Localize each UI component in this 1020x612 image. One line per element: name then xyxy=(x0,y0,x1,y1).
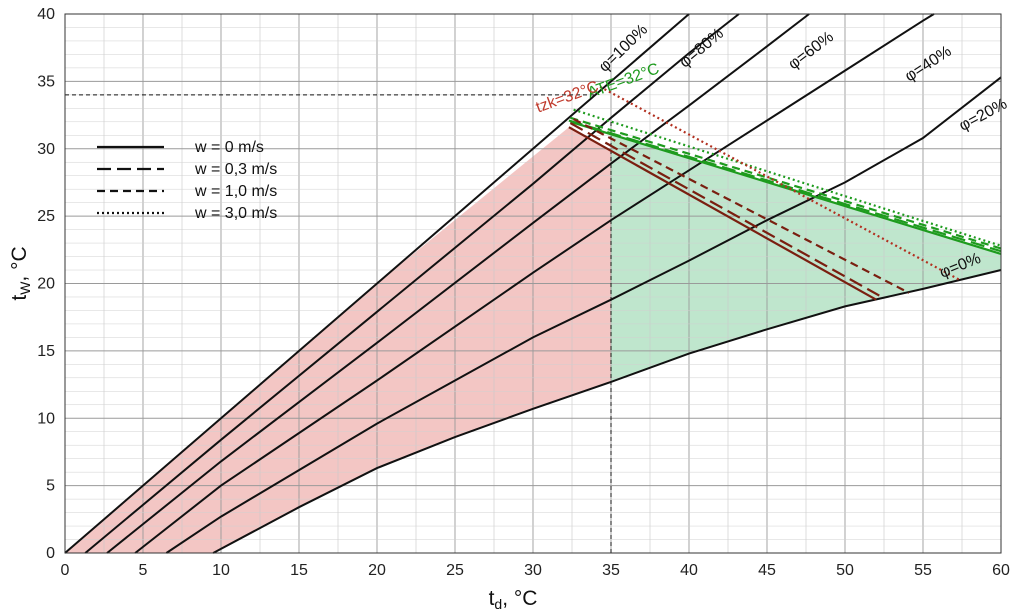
x-tick-label: 55 xyxy=(914,562,932,579)
plot-border xyxy=(64,13,1002,554)
tick-labels: 0 5 10 15 20 25 30 35 40 45 50 55 60 0 5 10 15 20 25 30 35 40 xyxy=(37,6,1010,579)
legend-label: w = 1,0 m/s xyxy=(194,183,277,200)
x-tick-label: 0 xyxy=(61,562,70,579)
legend-label: w = 0,3 m/s xyxy=(194,161,277,178)
x-tick-label: 25 xyxy=(446,562,464,579)
humidity-curve xyxy=(84,13,740,554)
tzk-lines xyxy=(568,85,960,301)
humidity-curves xyxy=(64,13,1002,554)
y-tick-label: 30 xyxy=(37,141,55,158)
y-tick-label: 25 xyxy=(37,208,55,225)
y-tick-label: 10 xyxy=(37,410,55,427)
y-tick-label: 5 xyxy=(46,478,55,495)
legend-label: w = 3,0 m/s xyxy=(194,205,277,222)
x-tick-label: 20 xyxy=(368,562,386,579)
y-tick-label: 40 xyxy=(37,6,55,23)
curve-label: φ=20% xyxy=(956,95,1010,134)
ate-lines xyxy=(568,108,1002,255)
y-tick-label: 20 xyxy=(37,276,55,293)
y-tick-label: 0 xyxy=(46,545,55,562)
curve-label: φ=40% xyxy=(902,43,955,85)
humidity-curve xyxy=(212,269,1002,554)
tzk-line xyxy=(568,126,877,301)
x-tick-label: 15 xyxy=(290,562,308,579)
x-tick-label: 5 xyxy=(139,562,148,579)
legend-label: w = 0 m/s xyxy=(194,139,264,156)
x-tick-label: 10 xyxy=(212,562,230,579)
x-tick-label: 60 xyxy=(992,562,1010,579)
reference-lines xyxy=(65,94,612,553)
y-axis-label: tW, °C xyxy=(8,246,33,300)
curve-label: φ=60% xyxy=(785,28,837,73)
tzk-label: tzk=32°C xyxy=(534,78,601,116)
humidity-curve xyxy=(106,13,810,554)
ate-line xyxy=(570,116,1002,250)
x-axis-label: td, °C xyxy=(489,587,538,612)
curve-label: φ=80% xyxy=(676,25,727,71)
x-tick-label: 45 xyxy=(758,562,776,579)
legend: w = 0 m/s w = 0,3 m/s w = 1,0 m/s w = 3,0 m… xyxy=(97,139,277,222)
humidity-curve xyxy=(134,13,935,554)
humidity-curve xyxy=(165,76,1002,554)
x-tick-label: 30 xyxy=(524,562,542,579)
tzk-line xyxy=(573,118,910,294)
x-tick-label: 40 xyxy=(680,562,698,579)
ate-line xyxy=(568,119,1002,253)
y-tick-label: 15 xyxy=(37,343,55,360)
x-tick-label: 50 xyxy=(836,562,854,579)
x-tick-label: 35 xyxy=(602,562,620,579)
humidity-curve xyxy=(64,13,690,554)
ate-line xyxy=(570,120,1002,255)
y-tick-label: 35 xyxy=(37,73,55,90)
